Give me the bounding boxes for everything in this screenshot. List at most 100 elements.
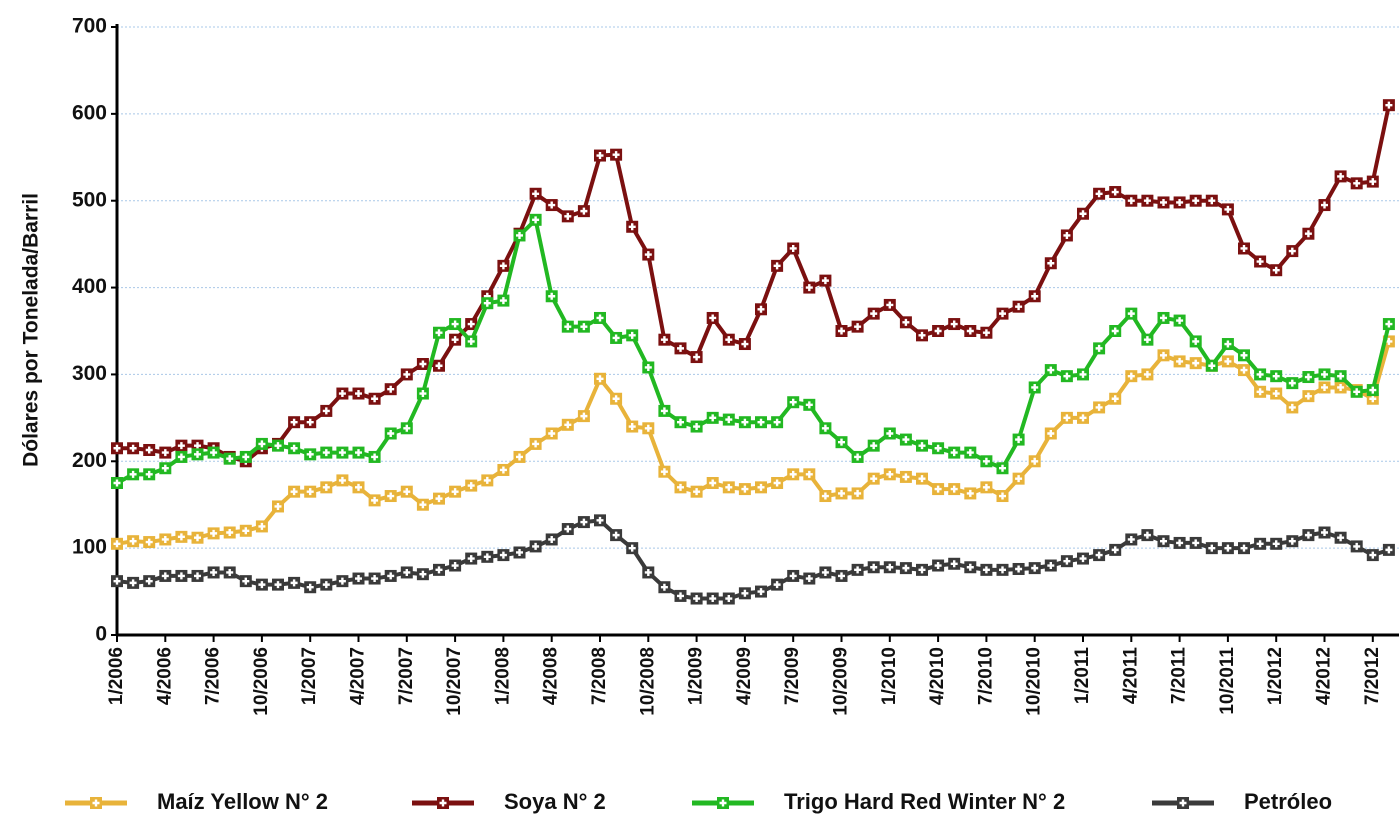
marker-cross <box>451 320 459 328</box>
marker-cross <box>322 483 330 491</box>
legend-label: Petróleo <box>1244 789 1332 814</box>
x-tick-label: 1/2006 <box>106 647 127 705</box>
marker-cross <box>789 470 797 478</box>
marker-cross <box>467 555 475 563</box>
marker-cross <box>1321 201 1328 209</box>
x-tick-label: 10/2010 <box>1024 647 1045 716</box>
marker-cross <box>870 310 878 318</box>
x-tick-label: 7/2010 <box>975 647 996 705</box>
marker-cross <box>918 442 926 450</box>
marker-cross <box>628 544 636 552</box>
marker-cross <box>1095 403 1103 411</box>
marker-cross <box>838 438 845 446</box>
marker-cross <box>789 244 797 252</box>
marker-cross <box>580 207 588 215</box>
marker-cross <box>548 429 556 437</box>
marker-cross <box>371 395 379 403</box>
marker-cross <box>1047 366 1055 374</box>
marker-cross <box>564 212 572 220</box>
marker-cross <box>145 470 153 478</box>
marker-cross <box>290 579 298 587</box>
marker-cross <box>532 190 540 198</box>
marker-cross <box>1063 372 1071 380</box>
x-tick-label: 7/2012 <box>1362 647 1383 705</box>
marker-cross <box>1143 531 1151 539</box>
marker-cross <box>242 527 250 535</box>
marker-cross <box>338 476 346 484</box>
marker-cross <box>194 442 201 450</box>
marker-cross <box>982 457 990 465</box>
x-tick-label: 4/2007 <box>348 647 369 705</box>
marker-cross <box>596 516 604 524</box>
marker-cross <box>1369 386 1377 394</box>
marker-cross <box>435 362 443 370</box>
marker-cross <box>612 334 620 342</box>
marker-cross <box>1095 551 1103 559</box>
marker-cross <box>1143 197 1151 205</box>
marker-cross <box>1288 247 1296 255</box>
marker-cross <box>1176 317 1184 325</box>
marker-cross <box>773 418 781 426</box>
marker-cross <box>177 533 185 541</box>
marker-cross <box>821 492 829 500</box>
marker-cross <box>1304 373 1312 381</box>
marker-cross <box>1321 370 1328 378</box>
marker-cross <box>1063 414 1071 422</box>
marker-cross <box>886 563 894 571</box>
x-tick-label: 4/2010 <box>927 647 948 705</box>
marker-cross <box>1272 390 1280 398</box>
marker-cross <box>644 568 652 576</box>
marker-cross <box>322 449 330 457</box>
marker-cross <box>612 531 620 539</box>
marker-cross <box>516 231 523 239</box>
marker-cross <box>258 581 266 589</box>
legend-item: Soya N° 2 <box>412 789 606 814</box>
marker-cross <box>355 449 362 457</box>
marker-cross <box>741 340 749 348</box>
marker-cross <box>660 336 668 344</box>
marker-cross <box>435 495 443 503</box>
marker-cross <box>1127 535 1135 543</box>
marker-cross <box>1079 210 1087 218</box>
marker-cross <box>1240 366 1248 374</box>
marker-cross <box>532 216 540 224</box>
marker-cross <box>516 453 523 461</box>
marker-cross <box>950 449 958 457</box>
marker-cross <box>403 488 411 496</box>
marker-cross <box>306 488 314 496</box>
marker-cross <box>1176 357 1184 365</box>
marker-cross <box>999 492 1006 500</box>
marker-cross <box>886 301 894 309</box>
marker-cross <box>274 502 282 510</box>
marker-cross <box>644 251 652 259</box>
marker-cross <box>580 412 588 420</box>
marker-cross <box>1192 337 1200 345</box>
marker-cross <box>1047 259 1055 267</box>
legend-item: Petróleo <box>1152 789 1332 814</box>
legend-label: Trigo Hard Red Winter N° 2 <box>784 789 1065 814</box>
marker-cross <box>274 442 282 450</box>
marker-cross <box>870 475 878 483</box>
marker-cross <box>1127 310 1135 318</box>
marker-cross <box>982 329 990 337</box>
x-tick-label: 1/2009 <box>686 647 707 705</box>
marker-cross <box>129 537 137 545</box>
marker-cross <box>821 277 829 285</box>
marker-cross <box>1353 388 1361 396</box>
marker-cross <box>1240 544 1248 552</box>
marker-cross <box>1015 565 1023 573</box>
marker-cross <box>1079 414 1087 422</box>
marker-cross <box>1031 457 1039 465</box>
x-tick-label: 4/2012 <box>1314 647 1335 705</box>
marker-cross <box>548 535 556 543</box>
marker-cross <box>435 566 443 574</box>
marker-cross <box>1160 198 1167 206</box>
marker-cross <box>177 572 185 580</box>
marker-cross <box>596 314 604 322</box>
marker-cross <box>741 485 749 493</box>
marker-cross <box>1256 370 1264 378</box>
marker-cross <box>725 595 733 603</box>
marker-cross <box>1176 539 1184 547</box>
